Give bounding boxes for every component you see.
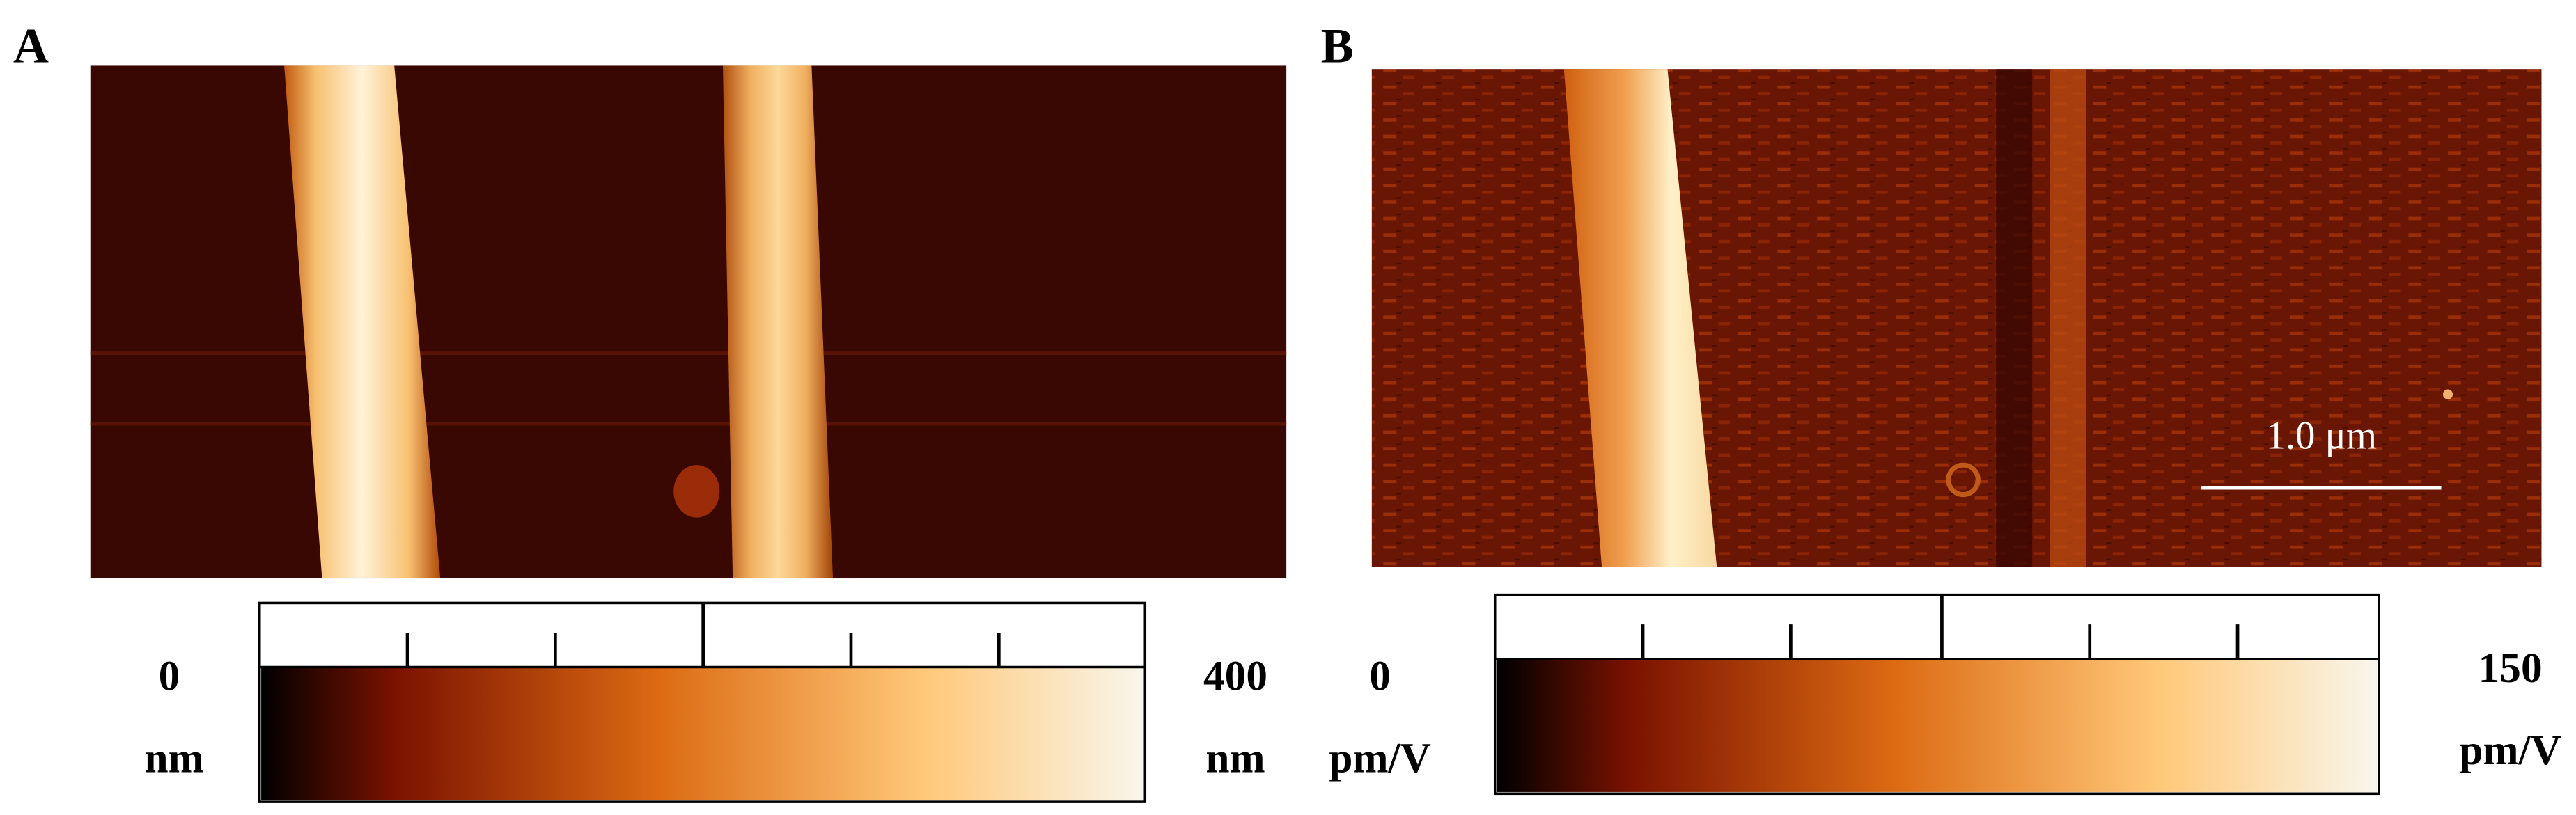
- panel-label: B: [1321, 19, 1354, 74]
- colorbar-max: 150: [2479, 644, 2543, 692]
- colorbar-min: 0: [159, 653, 180, 700]
- colorbar-min: 0: [1369, 653, 1391, 700]
- colorbar-a: [258, 601, 1147, 803]
- colorbar-b: [1493, 593, 2380, 796]
- scale-bar-label: 1.0 μm: [2266, 415, 2377, 458]
- afm-image-b: 1.0 μm: [1371, 69, 2542, 567]
- colorbar-max: 400: [1203, 653, 1267, 700]
- colorbar-unit: nm: [1205, 735, 1265, 782]
- colorbar-unit: pm/V: [2459, 727, 2561, 774]
- colorbar-unit: nm: [144, 735, 203, 782]
- panel-label: A: [13, 19, 49, 74]
- afm-image-a: [90, 65, 1287, 579]
- colorbar-unit: pm/V: [1329, 735, 1431, 782]
